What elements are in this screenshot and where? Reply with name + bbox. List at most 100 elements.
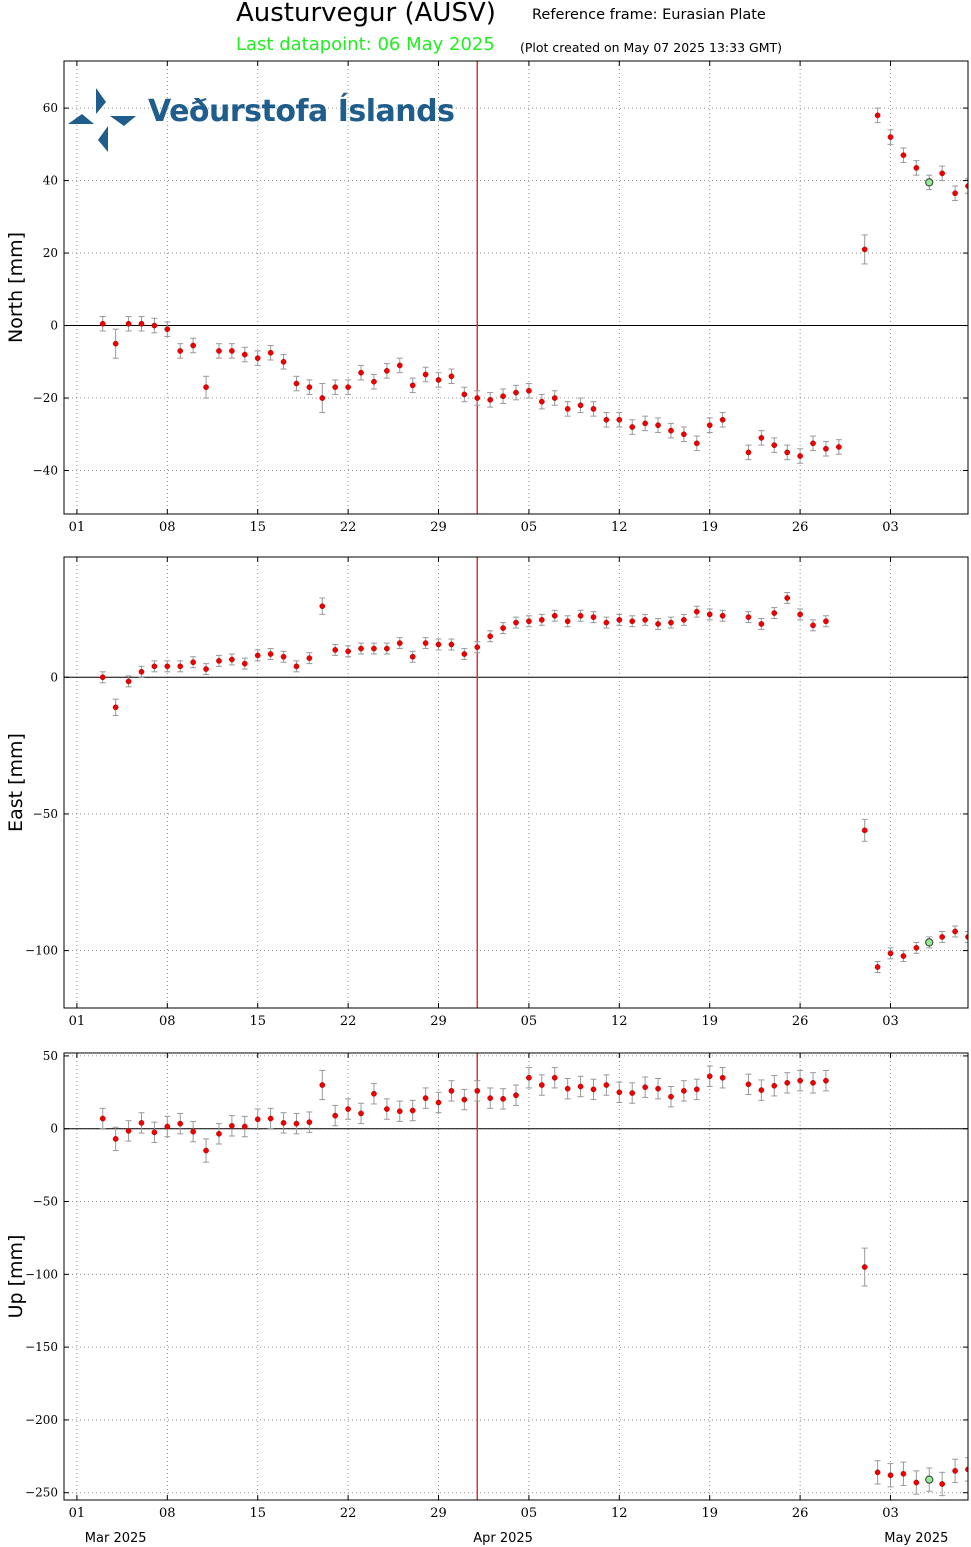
data-point	[836, 444, 842, 450]
y-tick-label: −100	[25, 944, 58, 958]
data-point	[874, 964, 881, 970]
data-point	[810, 440, 816, 447]
x-tick-label: 08	[159, 1014, 176, 1029]
data-point	[952, 190, 958, 197]
data-point	[177, 1120, 184, 1127]
data-point	[629, 1090, 636, 1096]
x-tick-label: 01	[69, 1014, 86, 1029]
data-point	[861, 1264, 868, 1270]
month-label: May 2025	[884, 1531, 948, 1546]
panel-frame	[63, 1052, 969, 1501]
panel-1: −100 −50 0 08 15 22 01 29 05 12 19 26 03 East [mm]	[5, 556, 969, 1029]
data-point	[384, 1106, 390, 1112]
data-point	[952, 1468, 958, 1474]
data-point	[280, 358, 287, 365]
data-point	[448, 373, 455, 380]
data-point	[435, 641, 442, 648]
y-tick-label: −40	[33, 464, 58, 478]
y-tick-label: 0	[50, 319, 58, 333]
y-axis-label: East [mm]	[5, 733, 27, 832]
data-point	[745, 449, 752, 456]
data-point	[939, 1481, 946, 1487]
data-point	[603, 1082, 610, 1088]
month-label: Apr 2025	[473, 1531, 533, 1546]
data-point	[345, 384, 351, 391]
data-point	[306, 384, 313, 391]
data-point	[655, 422, 661, 429]
data-point	[758, 1087, 765, 1093]
data-point	[564, 618, 571, 625]
x-tick-label: 29	[430, 1014, 447, 1029]
data-point	[358, 369, 364, 376]
y-tick-label: 40	[43, 174, 58, 188]
data-point	[681, 617, 687, 623]
snowflake-logo-icon	[68, 88, 136, 152]
data-point	[577, 402, 584, 409]
data-point	[758, 621, 765, 627]
x-tick-label: 22	[340, 1014, 357, 1029]
data-point	[952, 928, 958, 935]
data-point	[216, 348, 222, 354]
data-series	[99, 1065, 968, 1497]
y-tick-label: −50	[33, 807, 58, 821]
x-tick-label: 05	[521, 1014, 538, 1029]
y-tick-label: 0	[50, 670, 58, 684]
data-point	[190, 342, 196, 349]
data-point	[616, 617, 623, 623]
data-point	[655, 621, 661, 627]
x-tick-label: 22	[340, 520, 357, 535]
data-point	[422, 371, 429, 378]
data-point	[319, 1082, 326, 1088]
data-point	[461, 1096, 468, 1103]
data-point	[538, 1082, 545, 1088]
data-point	[642, 420, 648, 427]
data-point	[526, 387, 532, 394]
data-point	[293, 380, 300, 387]
data-point	[939, 934, 946, 940]
reference-frame-label: Reference frame: Eurasian Plate	[532, 7, 766, 23]
data-point	[112, 340, 119, 347]
data-point	[151, 1129, 158, 1136]
data-point	[241, 1123, 248, 1130]
data-point	[538, 617, 545, 623]
data-point	[823, 445, 829, 452]
data-point	[797, 1077, 803, 1084]
data-point	[203, 666, 209, 672]
data-point	[900, 152, 907, 159]
data-point	[681, 1088, 687, 1094]
y-tick-label: −100	[25, 1267, 58, 1281]
data-series	[99, 107, 968, 464]
panel-2: −250 −200 −150 −100 −50 0 50 08 15 22 01 29 05 12 19 26…	[5, 1049, 969, 1521]
data-point	[603, 619, 610, 626]
data-point	[513, 619, 519, 626]
data-point	[241, 351, 248, 358]
data-point	[280, 653, 287, 660]
data-point	[500, 1096, 506, 1102]
data-point	[461, 651, 468, 657]
data-point	[474, 1088, 481, 1094]
data-point	[125, 678, 132, 685]
data-point	[435, 1099, 442, 1106]
data-point	[396, 640, 403, 646]
data-point	[771, 1082, 778, 1089]
data-point	[409, 1107, 416, 1114]
data-point	[887, 950, 894, 957]
data-point	[590, 614, 597, 620]
data-point	[177, 663, 184, 670]
data-point	[719, 612, 726, 619]
data-point	[900, 953, 907, 959]
x-tick-label: 29	[430, 520, 447, 535]
page-title: Austurvegur (AUSV)	[236, 0, 496, 28]
x-tick-label: 12	[611, 1506, 628, 1521]
data-point	[332, 1112, 339, 1119]
data-point	[229, 1122, 235, 1129]
data-point	[538, 398, 545, 405]
data-point	[668, 1093, 674, 1100]
data-point	[693, 608, 700, 615]
data-point	[371, 645, 377, 652]
data-point	[642, 617, 648, 623]
data-point	[564, 406, 571, 412]
data-point	[358, 1110, 364, 1117]
data-point	[306, 1119, 313, 1126]
data-point	[487, 1095, 494, 1101]
